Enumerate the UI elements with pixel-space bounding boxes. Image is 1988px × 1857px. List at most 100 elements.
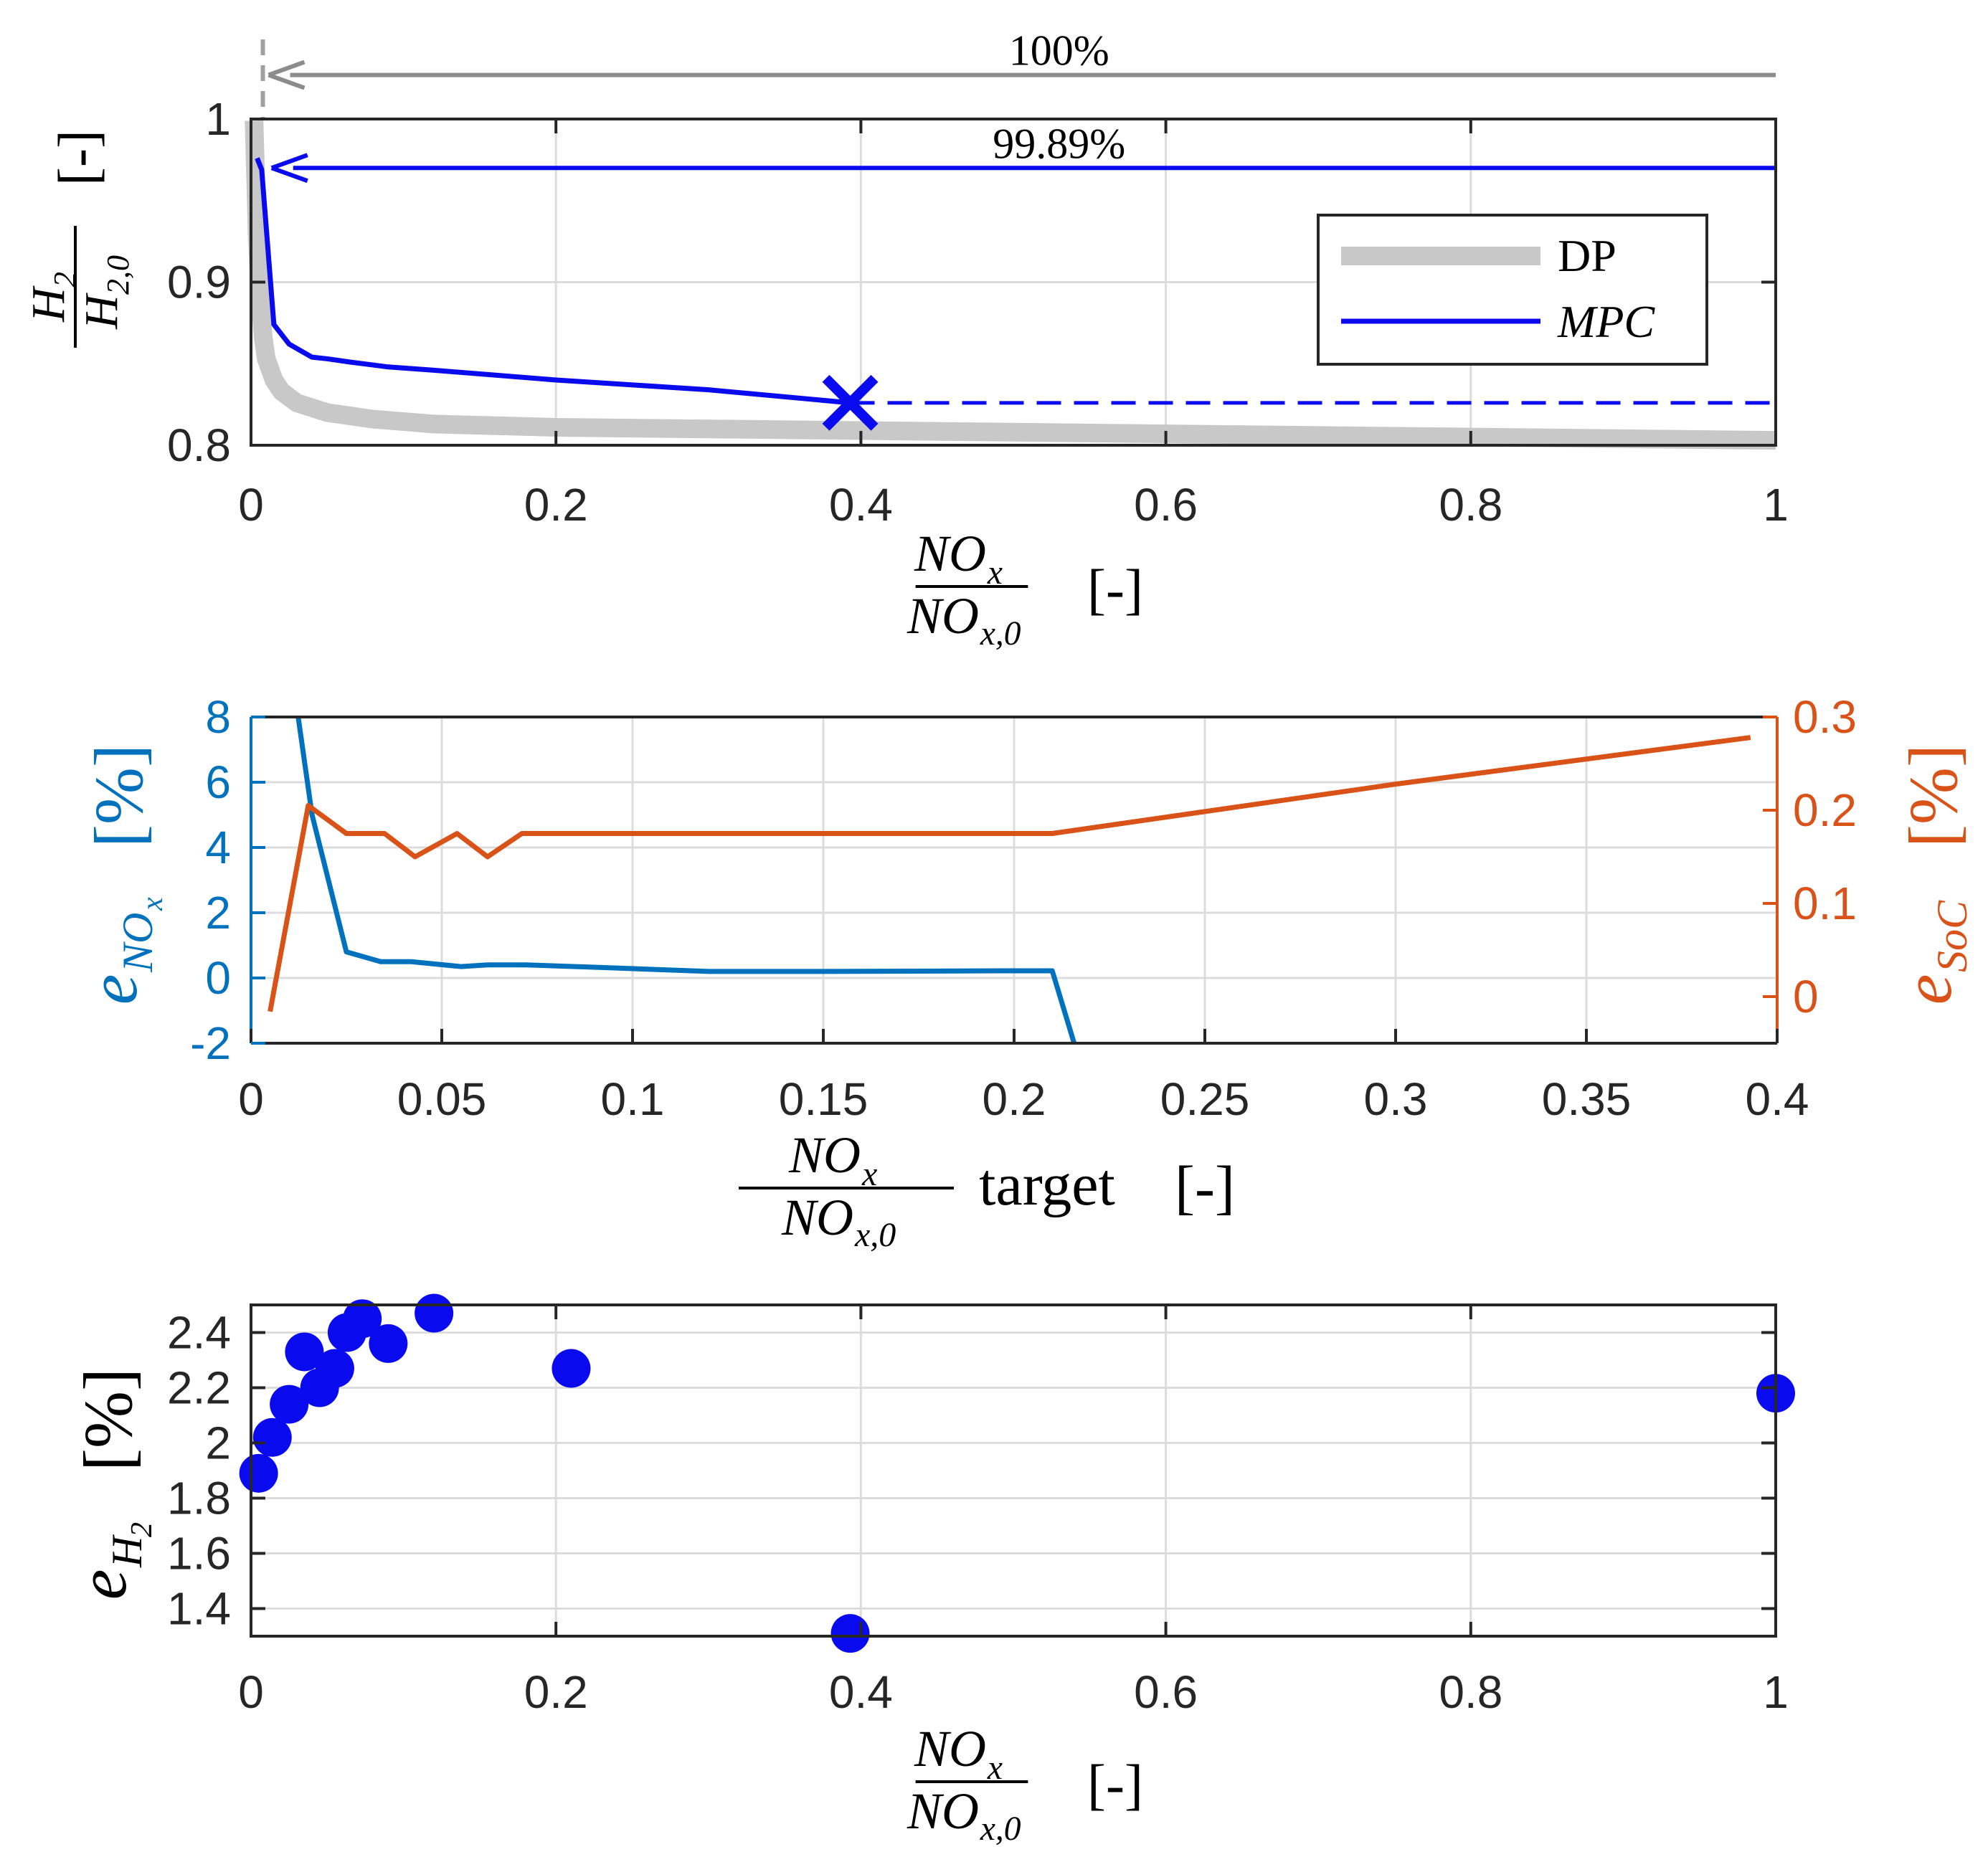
x-tick-label: 0.6: [1134, 479, 1198, 531]
eh2-data-point: [552, 1349, 591, 1388]
x-tick-label: 0.05: [397, 1073, 487, 1125]
x-axis-label-fraction: NO xNO x,0: [907, 1720, 1028, 1848]
y-tick-label: 1.4: [167, 1583, 231, 1635]
x-label-denominator-sub: x,0: [980, 615, 1021, 652]
y-left-label-subsub: x: [136, 897, 169, 911]
x-tick-label: 0.4: [1746, 1073, 1809, 1125]
y-right-axis-unit: [%]: [1895, 744, 1972, 847]
y-right-tick-label: 0.2: [1793, 784, 1857, 836]
y-right-label-base: e: [1889, 974, 1966, 1005]
y-tick-label: 0.9: [167, 257, 231, 308]
y-axis-label: eH2 [%]: [64, 1368, 158, 1600]
x-tick-label: 0.2: [524, 479, 588, 531]
y-left-tick-label: 4: [205, 822, 231, 873]
legend-label-mpc: MPC: [1557, 296, 1655, 347]
y-label-numerator: H: [22, 285, 75, 323]
y-tick-label: 1.6: [167, 1528, 231, 1580]
eh2-data-point: [830, 1614, 870, 1653]
y-left-tick-label: 0: [205, 952, 231, 1004]
annotation-100-percent: 100%: [268, 27, 1776, 90]
x-axis-word-target: target: [979, 1151, 1115, 1218]
y-left-tick-label: 8: [205, 691, 231, 743]
x-tick-label: 0.8: [1439, 479, 1502, 531]
y-left-tick-label: -2: [190, 1017, 231, 1069]
x-tick-label: 0.3: [1364, 1073, 1428, 1125]
marker-stroke-b: [822, 374, 879, 431]
y-left-tick-label: 6: [205, 756, 231, 808]
y-label-sub: H: [103, 1534, 151, 1568]
bottom-chart: 0 0.2 0.4 0.6 0.8 11.41.61.822.22.4NO xNO x,0[-…: [64, 1293, 1795, 1848]
y-tick-label: 1.8: [167, 1473, 231, 1524]
x-tick-label: 0.25: [1160, 1073, 1250, 1125]
x-tick-label: 0.4: [829, 1666, 893, 1718]
eh2-data-point: [239, 1453, 278, 1493]
eh2-data-point: [369, 1324, 408, 1363]
x-label-denominator: NO: [781, 1189, 853, 1246]
eh2-data-point: [270, 1385, 309, 1424]
y-left-label-base: e: [75, 974, 151, 1005]
y-left-axis-label: eNO x [%]: [75, 744, 169, 1005]
eh2-data-point: [252, 1417, 292, 1457]
esoc-series-line: [268, 735, 1751, 1012]
dp-series-line: [245, 120, 1776, 450]
x-tick-label: 1: [1763, 1666, 1789, 1718]
annotation-arrowhead: [270, 153, 308, 184]
grid: [250, 1305, 1777, 1636]
y-right-label-sub: SoC: [1928, 900, 1976, 972]
mpc-end-marker: [822, 374, 879, 431]
x-axis-unit: [-]: [1087, 1753, 1143, 1815]
x-tick-label: 0.35: [1542, 1073, 1632, 1125]
x-tick-label: 0.2: [983, 1073, 1046, 1125]
x-tick-label: 0.6: [1134, 1666, 1198, 1718]
annotation-99-89-percent: 99.89%: [270, 120, 1776, 184]
x-tick-label: 0: [238, 479, 264, 531]
y-right-tick-label: 0: [1793, 971, 1819, 1022]
x-label-numerator: NO: [788, 1126, 861, 1184]
y-left-axis-unit: [%]: [80, 744, 157, 847]
x-tick-label: 0.1: [601, 1073, 665, 1125]
top-chart: 100% 99.89% 0 0.2 0.4 0.6 0.8 1 0.8 0.9 1 DP MPC NO xN…: [22, 27, 1789, 652]
y-right-tick-label: 0.3: [1793, 691, 1857, 743]
x-label-numerator-sub: x: [861, 1155, 877, 1193]
y-label-base: e: [64, 1569, 141, 1600]
y-axis-unit: [%]: [70, 1368, 146, 1471]
y-tick-label: 0.8: [167, 419, 231, 471]
y-label-denominator: H: [75, 293, 128, 330]
y-right-tick-label: 0.1: [1793, 878, 1857, 929]
x-label-numerator: NO: [914, 525, 986, 582]
x-tick-label: 0.4: [829, 479, 893, 531]
x-axis-unit: [-]: [1175, 1154, 1235, 1221]
x-axis-label-fraction: NO xNO x,0: [907, 525, 1028, 652]
y-left-label-sub: NO: [114, 913, 161, 973]
x-tick-label: 0.2: [524, 1666, 588, 1718]
legend: DP MPC: [1317, 214, 1708, 366]
y-left-tick-label: 2: [205, 887, 231, 939]
x-label-denominator: NO: [907, 1782, 979, 1840]
annotation-label: 100%: [1009, 27, 1109, 75]
x-label-denominator: NO: [907, 587, 979, 645]
y-label-subsub: 2: [126, 1522, 158, 1537]
x-tick-label: 0: [238, 1666, 264, 1718]
eh2-data-point: [343, 1299, 382, 1339]
eh2-data-point: [315, 1349, 354, 1388]
mpc-series-line: [255, 157, 851, 406]
eh2-data-point: [285, 1332, 324, 1372]
y-axis-unit: [-]: [47, 130, 109, 186]
x-label-numerator-sub: x: [987, 1749, 1003, 1787]
x-label-numerator-sub: x: [987, 554, 1003, 592]
y-tick-label: 1: [205, 93, 231, 145]
annotation-label: 99.89%: [993, 120, 1125, 167]
y-label-numerator-sub: 2: [47, 272, 82, 288]
y-tick-label: 2: [205, 1417, 231, 1469]
x-label-denominator-sub: x,0: [854, 1216, 896, 1254]
enox-series-line: [295, 717, 1077, 1043]
eh2-data-point: [415, 1293, 454, 1333]
x-tick-label: 0.15: [779, 1073, 868, 1125]
x-tick-label: 0: [238, 1073, 264, 1125]
x-tick-label: 0.8: [1439, 1666, 1502, 1718]
x-axis-unit: [-]: [1087, 558, 1143, 620]
